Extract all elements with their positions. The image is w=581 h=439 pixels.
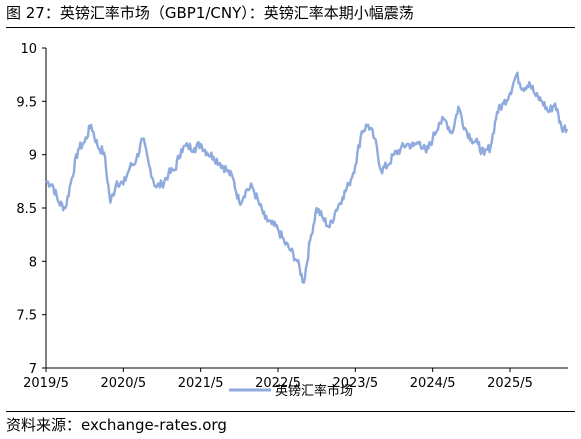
y-tick-label: 7.5 (16, 309, 37, 324)
series-group (45, 71, 569, 284)
x-tick-label: 2019/5 (23, 376, 69, 391)
figure-title: 图 27：英镑汇率市场（GBP1/CNY）：英镑汇率本期小幅震荡 (6, 4, 414, 22)
series-line (45, 71, 569, 284)
line-chart: 77.588.599.510 2019/5 2020/5 2021/5 2022/5 2… (16, 42, 569, 399)
y-tick-label: 8.5 (16, 202, 37, 217)
x-axis: 2019/5 2020/5 2021/5 2022/5 2023/5 2024/5 2025… (23, 367, 568, 391)
x-tick-label: 2025/5 (487, 376, 533, 391)
legend: 英镑汇率市场 (229, 383, 353, 399)
y-tick-label: 8 (29, 255, 37, 270)
source-note: 资料来源：exchange-rates.org (6, 416, 227, 434)
y-axis: 7 7.5 8 8.5 9 9.5 10 (16, 42, 47, 377)
title-rule (6, 27, 575, 28)
y-tick-label: 9 (29, 149, 37, 164)
x-tick-label: 2023/5 (332, 376, 378, 391)
footer-rule (6, 411, 575, 412)
legend-label: 英镑汇率市场 (275, 383, 353, 399)
x-tick-label: 2020/5 (100, 376, 146, 391)
x-tick-label: 2024/5 (410, 376, 456, 391)
y-tick-label: 9.5 (16, 95, 37, 110)
x-tick-label: 2021/5 (178, 376, 224, 391)
y-tick-label: 7 (29, 362, 37, 377)
x-tick-label: 2022/5 (255, 376, 301, 391)
y-tick-label: 10 (20, 42, 37, 57)
